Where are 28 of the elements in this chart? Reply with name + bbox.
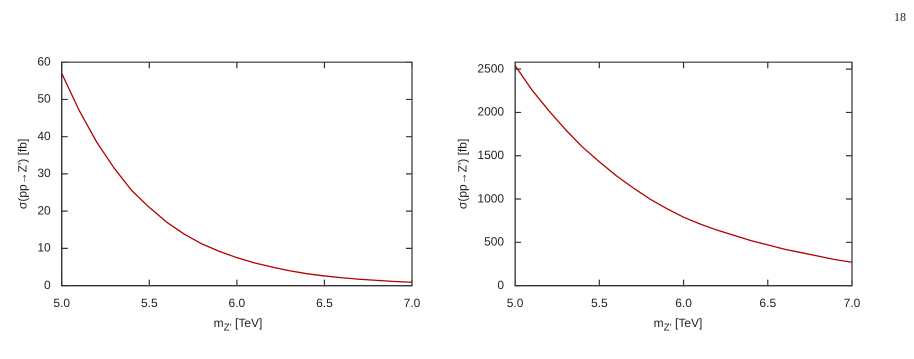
y-tick-label: 10 [37, 240, 52, 255]
x-tick-label: 7.0 [844, 296, 861, 310]
x-tick-label: 6.0 [228, 296, 246, 310]
x-tick-label: 5.5 [140, 296, 158, 310]
x-tick-label: 5.0 [506, 296, 524, 310]
y-tick-label: 500 [484, 234, 504, 249]
y-tick-label: 2000 [477, 104, 504, 119]
y-tick-label: 1000 [477, 191, 504, 206]
y-tick-label: 60 [37, 54, 52, 69]
x-tick-label: 6.5 [316, 296, 334, 310]
x-tick-label: 6.5 [759, 296, 776, 310]
x-axis-title: m$_{Z'}$ [TeV] [652, 316, 704, 334]
x-tick-label: 5.5 [590, 296, 608, 310]
y-tick-label: 40 [37, 128, 52, 143]
y-tick-label: 1500 [477, 148, 504, 162]
y-axis-title: σ(pp→Z') [fb] [456, 138, 470, 210]
x-tick-label: 7.0 [404, 296, 421, 310]
y-tick-label: 20 [37, 203, 52, 218]
x-axis-title: m$_{Z'}$ [TeV] [212, 316, 264, 334]
y-tick-label: 0 [44, 278, 52, 292]
x-tick-label: 5.0 [53, 296, 70, 310]
text: 18 [894, 10, 906, 25]
y-tick-label: 50 [37, 92, 52, 106]
y-tick-label: 2500 [477, 61, 504, 76]
y-tick-label: 30 [37, 166, 52, 180]
y-tick-label: 0 [497, 278, 504, 292]
x-tick-label: 6.0 [675, 296, 692, 310]
y-axis-title: σ(pp→Z') [fb] [16, 138, 30, 210]
